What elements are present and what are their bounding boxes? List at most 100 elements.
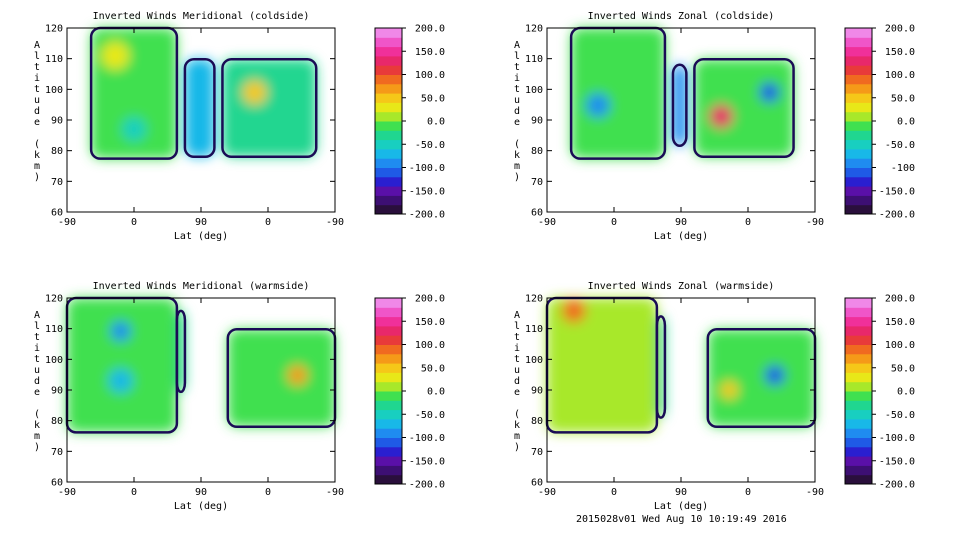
x-tick-label: 0	[265, 217, 271, 228]
colorbar-swatch	[845, 130, 872, 141]
y-axis-label-char: t	[514, 354, 520, 365]
y-axis-label-char: )	[34, 442, 40, 453]
y-tick-label: 60	[531, 208, 543, 219]
colorbar-tick-label: 200.0	[415, 294, 445, 305]
contour-region	[176, 310, 185, 392]
contour-region	[67, 298, 177, 433]
y-axis-label-char: m	[34, 161, 40, 172]
y-tick-label: 100	[525, 85, 543, 96]
contour-edge	[655, 315, 667, 419]
y-axis-label-char	[514, 398, 520, 409]
colorbar-tick-label: 100.0	[415, 70, 445, 81]
y-tick-label: 80	[531, 146, 543, 157]
y-tick-label: 70	[531, 177, 543, 188]
y-tick-label: 120	[525, 294, 543, 305]
contour-spot	[720, 381, 739, 399]
colorbar-swatch	[845, 363, 872, 373]
y-tick-label: 60	[51, 478, 63, 489]
chart-title: Inverted Winds Meridional (warmside)	[93, 281, 310, 292]
contour-spot	[101, 41, 130, 70]
colorbar-tick-label: 150.0	[885, 317, 915, 328]
colorbar-swatch	[845, 46, 872, 57]
chart-title: Inverted Winds Meridional (coldside)	[93, 11, 310, 22]
y-tick-label: 120	[45, 24, 63, 35]
colorbar-swatch	[845, 391, 872, 401]
y-axis-label-char: (	[514, 409, 520, 420]
contour-field	[91, 28, 317, 159]
contour-region	[222, 59, 317, 157]
colorbar-swatch	[375, 465, 402, 476]
contour-edge	[175, 309, 187, 394]
colorbar-tick-label: 100.0	[885, 340, 915, 351]
colorbar-tick-label: -150.0	[879, 186, 915, 197]
y-tick-label: 110	[45, 324, 63, 335]
y-axis-label-char: l	[514, 51, 520, 62]
colorbar-tick-label: -50.0	[885, 140, 915, 151]
y-axis-label-char	[34, 128, 40, 139]
colorbar-swatch	[845, 446, 872, 457]
y-tick-label: 70	[51, 447, 63, 458]
colorbar-tick-label: -200.0	[879, 210, 915, 221]
y-axis-label-char: A	[514, 40, 520, 51]
colorbar-swatch	[845, 148, 872, 159]
y-axis-label-char: l	[34, 321, 40, 332]
contour-region	[184, 59, 215, 157]
colorbar-swatch	[375, 102, 402, 113]
y-axis-label-char: u	[514, 95, 520, 106]
contour-region	[672, 64, 687, 146]
chart-title: Inverted Winds Zonal (coldside)	[588, 11, 775, 22]
y-tick-label: 60	[531, 478, 543, 489]
colorbar-swatch	[845, 474, 872, 485]
x-tick-label: 0	[131, 217, 137, 228]
colorbar-swatch	[845, 418, 872, 429]
y-axis-label-char: m	[34, 431, 40, 442]
y-axis-label-char: l	[514, 321, 520, 332]
contour-spot	[561, 298, 586, 323]
y-tick-label: 70	[531, 447, 543, 458]
colorbar-tick-label: 50.0	[421, 93, 445, 104]
y-axis-label-char: d	[514, 106, 520, 117]
y-tick-label: 100	[45, 85, 63, 96]
colorbar-swatch	[845, 121, 872, 131]
y-axis-label-char	[34, 398, 40, 409]
colorbar-tick-label: 0.0	[897, 387, 915, 398]
colorbar-swatch	[845, 381, 872, 392]
colorbar-swatch	[845, 456, 872, 466]
y-axis-label-char: u	[514, 365, 520, 376]
colorbar-swatch	[375, 176, 402, 187]
x-tick-label: 0	[131, 487, 137, 498]
colorbar-swatch	[845, 167, 872, 178]
colorbar-tick-label: -150.0	[879, 456, 915, 467]
y-axis-label-char: t	[514, 62, 520, 73]
colorbar-swatch	[845, 74, 872, 85]
chart-panel: Inverted Winds Zonal (coldside) 120 110 100…	[514, 11, 915, 242]
x-tick-label: 90	[675, 487, 687, 498]
colorbar-tick-label: 0.0	[427, 387, 445, 398]
x-tick-label: -90	[326, 487, 344, 498]
colorbar-swatch	[375, 316, 402, 327]
contour-edge	[671, 63, 688, 148]
colorbar-swatch	[375, 372, 402, 383]
colorbar-swatch	[375, 391, 402, 401]
colorbar-swatch	[375, 55, 402, 66]
y-axis-label-char: e	[514, 117, 520, 128]
colorbar-swatch	[375, 121, 402, 131]
colorbar-swatch	[845, 55, 872, 66]
colorbar-swatch	[845, 335, 872, 345]
x-tick-label: -90	[58, 217, 76, 228]
x-tick-label: 90	[195, 487, 207, 498]
colorbar-swatch	[375, 344, 402, 355]
y-tick-label: 60	[51, 208, 63, 219]
colorbar-tick-label: 50.0	[421, 363, 445, 374]
x-tick-label: -90	[538, 217, 556, 228]
colorbar-swatch	[375, 325, 402, 336]
y-axis-label-char: (	[34, 409, 40, 420]
colorbar-tick-label: 100.0	[415, 340, 445, 351]
y-tick-label: 100	[525, 355, 543, 366]
y-axis-label-char: )	[34, 172, 40, 183]
colorbar-swatch	[845, 158, 872, 168]
y-axis-label-char: u	[34, 365, 40, 376]
